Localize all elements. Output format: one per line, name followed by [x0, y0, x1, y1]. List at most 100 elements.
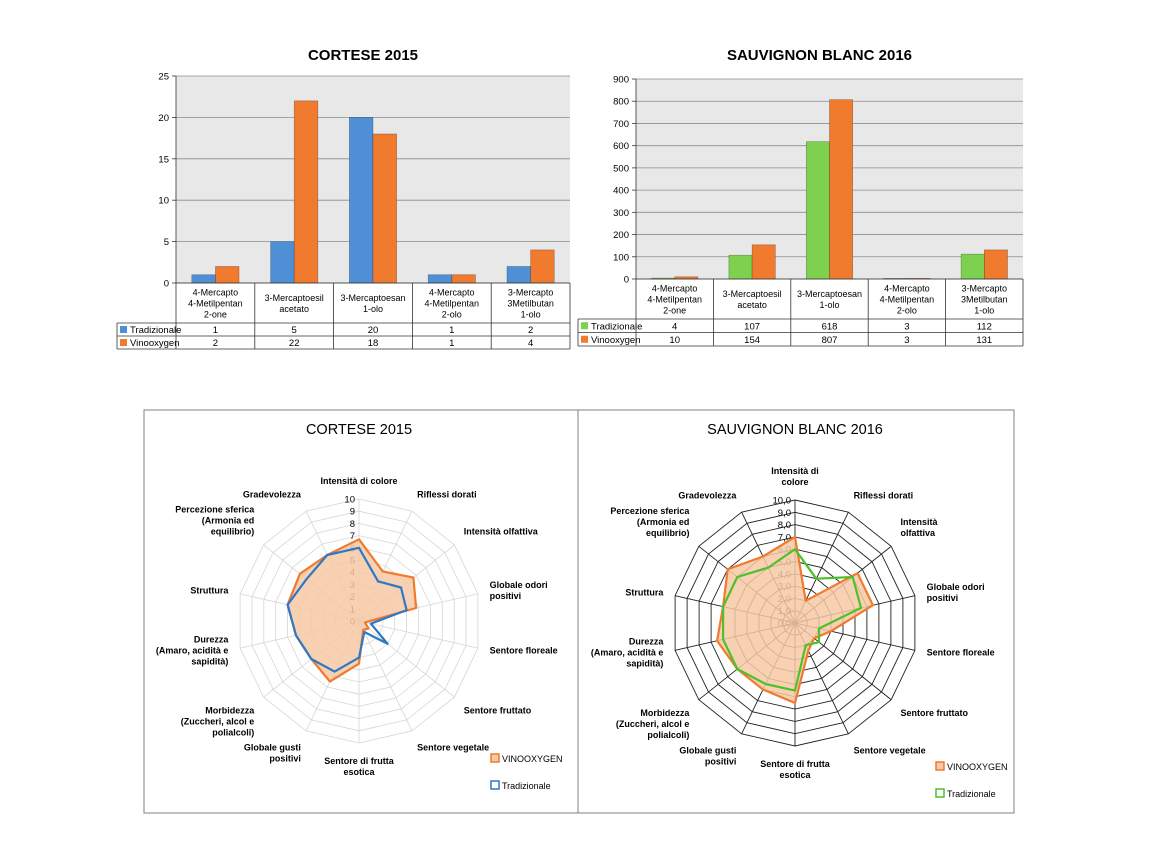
- table-value: 1: [449, 338, 454, 349]
- legend-key-vinooxygen: [581, 335, 588, 343]
- category-label: 3-Mercaptoesan: [797, 289, 862, 299]
- radar-axis-label: Sentore vegetale: [417, 743, 489, 753]
- chart-title: CORTESE 2015: [308, 47, 418, 64]
- radar-axis-label: (Armonia ed: [202, 515, 255, 525]
- category-label: acetato: [737, 300, 767, 310]
- radar-axis-label: Sentore vegetale: [854, 746, 926, 756]
- radar-axis-label: equilibrio): [646, 528, 690, 538]
- radar-axis-label: Intensità olfattiva: [464, 526, 539, 536]
- table-value: 2: [213, 338, 218, 349]
- category-label: 4-Mercapto: [429, 288, 475, 298]
- y-tick-label: 300: [613, 208, 629, 219]
- bar-tradizionale: [960, 253, 985, 280]
- radar-axis-label: Sentore floreale: [927, 648, 995, 658]
- radar-panel-frame: [143, 409, 1015, 814]
- bar-tradizionale: [270, 241, 295, 284]
- radar-axis-label: Globale gusti: [679, 746, 736, 756]
- legend-label-vinooxygen: VINOOXYGEN: [947, 762, 1008, 772]
- bar-vinooxygen: [983, 249, 1008, 280]
- category-label: 4-Metilpentan: [880, 295, 935, 305]
- radar-axis-label: (Amaro, acidità e: [591, 648, 664, 658]
- table-value: 3: [904, 335, 909, 346]
- category-label: 3Metilbutan: [507, 299, 554, 309]
- table-value: 131: [976, 335, 992, 346]
- bar-vinooxygen: [829, 99, 854, 280]
- y-tick-label: 800: [613, 97, 629, 108]
- radar-tick-label: 8,0: [778, 520, 791, 531]
- radar-series-vinooxygen: [715, 535, 875, 705]
- legend-label-tradizionale: Tradizionale: [591, 321, 642, 332]
- table-value: 618: [822, 321, 838, 332]
- category-label: 1-olo: [521, 310, 541, 320]
- radar-axis-label: Intensità: [901, 517, 939, 527]
- category-label: 4-Metilpentan: [425, 299, 480, 309]
- radar-tick-label: 10: [344, 495, 355, 506]
- table-value: 5: [292, 325, 297, 336]
- y-tick-label: 600: [613, 141, 629, 152]
- bar-vinooxygen: [293, 100, 319, 284]
- table-value: 154: [744, 335, 760, 346]
- radar-axis-label: Durezza: [629, 637, 665, 647]
- y-tick-label: 400: [613, 186, 629, 197]
- bar-vinooxygen: [372, 133, 397, 284]
- radar-chart-sauvignon-blanc-2016: SAUVIGNON BLANC 20160,01,02,03,04,05,06,…: [591, 422, 1008, 799]
- legend-label-vinooxygen: Vinooxygen: [591, 335, 640, 346]
- radar-axis-label: sapidità): [191, 656, 228, 666]
- legend-key-tradizionale: [935, 788, 945, 798]
- category-label: 2-one: [204, 310, 227, 320]
- radar-axis-label: Percezione sferica: [175, 504, 255, 514]
- radar-axis-label: positivi: [705, 757, 737, 767]
- table-value: 807: [822, 335, 838, 346]
- radar-axis-label: olfattiva: [901, 528, 937, 538]
- table-value: 2: [528, 325, 533, 336]
- category-label: 1-olo: [974, 306, 994, 316]
- category-label: 2-olo: [897, 306, 917, 316]
- bar-vinooxygen: [451, 274, 476, 284]
- radar-tick-label: 9: [350, 507, 355, 518]
- radar-axis-label: polialcoli): [647, 730, 689, 740]
- y-tick-label: 500: [613, 163, 629, 174]
- radar-axis-label: Struttura: [625, 587, 664, 597]
- chart-title: CORTESE 2015: [306, 422, 412, 438]
- table-value: 4: [672, 321, 677, 332]
- radar-axis-label: polialcoli): [212, 728, 254, 738]
- legend-label-vinooxygen: VINOOXYGEN: [502, 754, 563, 764]
- legend-key-tradizionale: [490, 780, 500, 790]
- category-label: 3-Mercapto: [508, 288, 554, 298]
- category-label: 1-olo: [363, 304, 383, 314]
- radar-series-tradizionale: [286, 546, 408, 673]
- category-label: 2-one: [663, 306, 686, 316]
- radar-axis-label: Durezza: [194, 634, 230, 644]
- radar-axis-label: colore: [781, 477, 808, 487]
- category-label: 2-olo: [442, 310, 462, 320]
- y-tick-label: 900: [613, 75, 629, 86]
- radar-axis-label: Globale odori: [490, 580, 548, 590]
- y-tick-label: 20: [158, 113, 169, 124]
- legend-key-vinooxygen: [935, 761, 945, 771]
- legend-key-tradizionale: [120, 326, 127, 333]
- radar-axis-label: (Armonia ed: [637, 517, 690, 527]
- bar-tradizionale: [427, 274, 453, 284]
- radar-series-tradizionale: [721, 548, 863, 692]
- category-label: 4-Metilpentan: [647, 295, 702, 305]
- radar-axis-label: esotica: [343, 767, 375, 777]
- category-label: 4-Mercapto: [884, 284, 930, 294]
- radar-axis-label: Riflessi dorati: [417, 489, 477, 499]
- legend-key-vinooxygen: [120, 339, 127, 346]
- table-value: 3: [904, 321, 909, 332]
- category-label: 3-Mercaptoesil: [265, 293, 324, 303]
- radar-axis-label: Gradevolezza: [678, 490, 737, 500]
- radar-spoke: [358, 620, 479, 649]
- radar-axis-label: equilibrio): [211, 526, 255, 536]
- y-tick-label: 100: [613, 252, 629, 263]
- radar-axis-label: esotica: [779, 770, 811, 780]
- table-value: 1: [213, 325, 218, 336]
- category-label: 3-Mercapto: [962, 284, 1008, 294]
- radar-axis-label: (Amaro, acidità e: [156, 645, 229, 655]
- radar-tick-label: 7,0: [778, 532, 791, 543]
- radar-axis-label: Sentore di frutta: [324, 756, 394, 766]
- table-value: 18: [368, 338, 379, 349]
- y-tick-label: 0: [164, 279, 169, 290]
- y-tick-label: 5: [164, 237, 169, 248]
